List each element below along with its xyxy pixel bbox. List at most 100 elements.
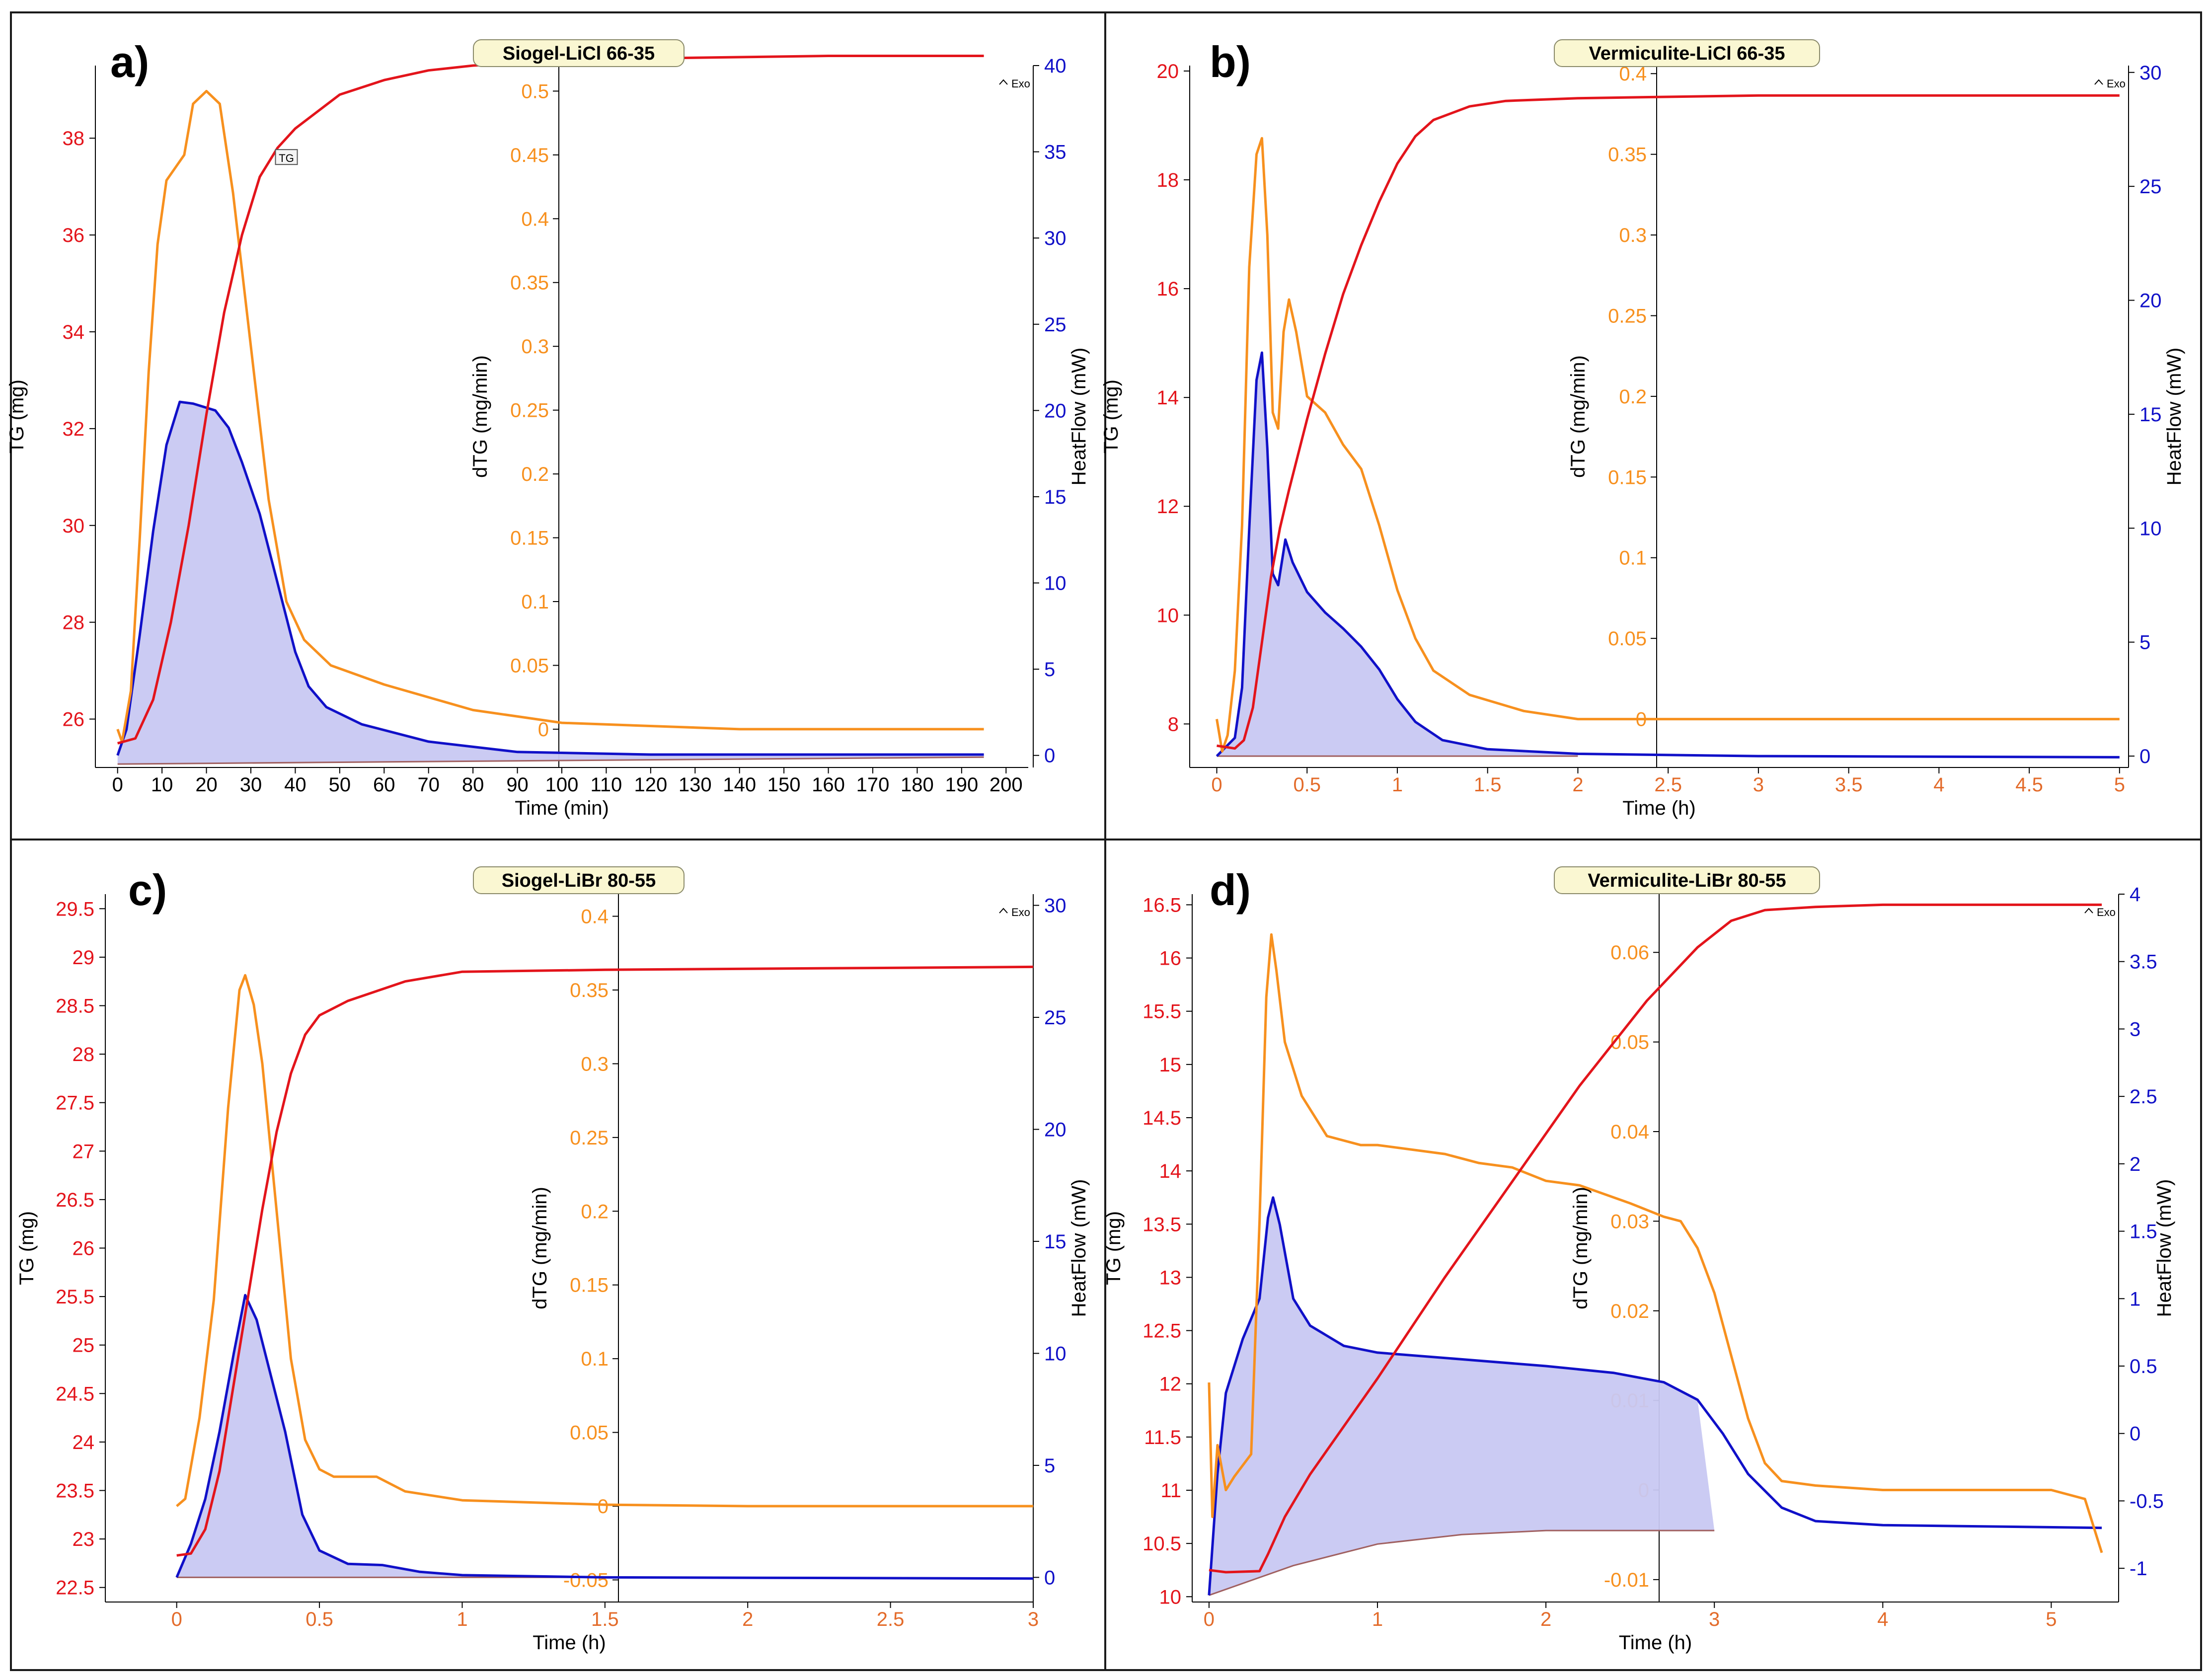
tg-tick-label: 18	[1157, 169, 1179, 191]
x-tick-label: 200	[990, 774, 1023, 796]
dtg-tick-label: 0.15	[510, 528, 549, 549]
heatflow-area-fill	[1209, 1197, 1715, 1596]
chart-title-badge	[1554, 39, 1820, 67]
panel-label: a)	[110, 37, 149, 86]
hf-axis-title: HeatFlow (mW)	[1068, 348, 1090, 486]
dtg-tick-label: 0.05	[1608, 628, 1647, 650]
tg-tick-label: 24	[73, 1432, 95, 1453]
dtg-tick-label: 0.05	[1610, 1032, 1649, 1054]
dtg-axis-title: dTG (mg/min)	[1570, 1187, 1592, 1309]
dtg-tick-label: -0.01	[1604, 1569, 1649, 1591]
x-tick-label: 2.5	[1654, 774, 1682, 796]
dtg-tick-label: 0.35	[1608, 144, 1647, 166]
dtg-axis-title: dTG (mg/min)	[529, 1187, 551, 1309]
tg-axis-title: TG (mg)	[16, 1211, 38, 1285]
tg-axis-title: TG (mg)	[1100, 380, 1122, 454]
hf-tick-label: 0	[2130, 1423, 2140, 1445]
tg-tick-label: 32	[63, 418, 85, 440]
tg-tick-label: 20	[1157, 61, 1179, 82]
tg-series-line	[176, 965, 1034, 1557]
heatflow-series-line	[1208, 1196, 2102, 1596]
dtg-tick-label: 0.25	[1608, 305, 1647, 327]
hf-tick-label: 0	[1044, 1567, 1055, 1589]
tg-tick-label: 25.5	[56, 1286, 94, 1308]
tg-tick-label: 16	[1157, 278, 1179, 300]
dtg-axis-title: dTG (mg/min)	[469, 355, 491, 478]
dtg-tick-label: 0.45	[510, 145, 549, 166]
tg-tick-label: 12	[1157, 496, 1179, 518]
panel-label: d)	[1210, 865, 1251, 915]
dtg-series-line	[116, 89, 984, 744]
tg-tick-label: 13.5	[1143, 1214, 1181, 1235]
hf-tick-label: 20	[2139, 290, 2162, 312]
dtg-tick-label: 0.02	[1610, 1300, 1649, 1322]
tg-series-line	[1209, 903, 2102, 1574]
x-tick-label: 2	[1572, 774, 1583, 796]
tg-flag-box	[275, 149, 298, 165]
tg-series-line	[1217, 94, 2120, 750]
chart-title: Vermiculite-LiCl 66-35	[1589, 43, 1785, 64]
x-tick-label: 90	[506, 774, 529, 796]
hf-tick-label: 15	[1044, 486, 1067, 508]
hf-tick-label: 0	[2139, 746, 2150, 767]
tg-tick-label: 14.5	[1143, 1107, 1181, 1129]
dtg-tick-label: 0.35	[510, 272, 549, 294]
panel-frame	[10, 839, 1106, 1671]
tg-tick-label: 10.5	[1143, 1533, 1181, 1555]
x-tick-label: 0.5	[1293, 774, 1321, 796]
x-tick-label: 3.5	[1835, 774, 1863, 796]
tg-tick-label: 12	[1159, 1374, 1182, 1395]
hf-tick-label: 35	[1044, 142, 1067, 163]
heatflow-area-fill	[1217, 353, 1578, 757]
dtg-axis-title: dTG (mg/min)	[1567, 355, 1589, 478]
chart-title-badge	[473, 866, 685, 894]
chart-title: Siogel-LiBr 80-55	[502, 870, 656, 891]
heatflow-area-fill	[176, 1295, 605, 1578]
hf-tick-label: 20	[1044, 400, 1067, 422]
hf-tick-label: 5	[1044, 659, 1055, 681]
x-tick-label: 140	[723, 774, 756, 796]
x-tick-label: 1.5	[1474, 774, 1502, 796]
tg-tick-label: 8	[1168, 713, 1179, 735]
dtg-tick-label: 0.4	[581, 906, 609, 928]
x-axis-title: Time (h)	[1619, 1632, 1692, 1654]
tg-tick-label: 15.5	[1143, 1001, 1181, 1023]
dtg-tick-label: 0	[598, 1496, 609, 1518]
exo-arrow-icon	[999, 79, 1008, 85]
x-tick-label: 2	[1540, 1608, 1551, 1630]
heatflow-baseline	[117, 756, 984, 765]
heatflow-baseline	[1209, 1529, 1715, 1596]
chart-title: Siogel-LiCl 66-35	[503, 43, 655, 64]
tg-tick-label: 16	[1159, 948, 1182, 970]
hf-tick-label: 3.5	[2130, 951, 2157, 973]
x-tick-label: 150	[767, 774, 801, 796]
exo-label: Exo	[2107, 77, 2126, 90]
x-tick-label: 5	[2114, 774, 2125, 796]
x-tick-label: 120	[634, 774, 667, 796]
heatflow-area-fill	[117, 402, 984, 764]
x-tick-label: 20	[195, 774, 218, 796]
panel-frame	[1104, 839, 2202, 1671]
x-tick-label: 0	[1204, 1608, 1215, 1630]
hf-tick-label: 3	[2130, 1018, 2140, 1040]
tg-tick-label: 12.5	[1143, 1320, 1181, 1342]
hf-tick-label: 5	[1044, 1455, 1055, 1477]
exo-label: Exo	[2097, 906, 2116, 918]
exo-arrow-icon	[999, 908, 1008, 914]
panel-2: 0 0.5 1 1.5 2 2.5 3 3.5 4 4.5 5 Time (h) 8 10 12 14 16 18…	[1100, 11, 2202, 840]
x-tick-label: 4	[1933, 774, 1944, 796]
x-tick-label: 170	[856, 774, 890, 796]
dtg-tick-label: 0.1	[1619, 547, 1647, 569]
hf-tick-label: 30	[2139, 62, 2162, 84]
hf-tick-label: 30	[1044, 895, 1067, 917]
x-tick-label: 160	[812, 774, 845, 796]
tg-flag-label: TG	[279, 152, 294, 164]
dtg-tick-label: 0.1	[581, 1348, 609, 1370]
hf-tick-label: 2.5	[2130, 1086, 2157, 1108]
dtg-tick-label: 0.1	[521, 591, 549, 613]
hf-tick-label: 30	[1044, 228, 1067, 249]
x-tick-label: 1.5	[591, 1608, 619, 1630]
tg-tick-label: 14	[1159, 1160, 1182, 1182]
